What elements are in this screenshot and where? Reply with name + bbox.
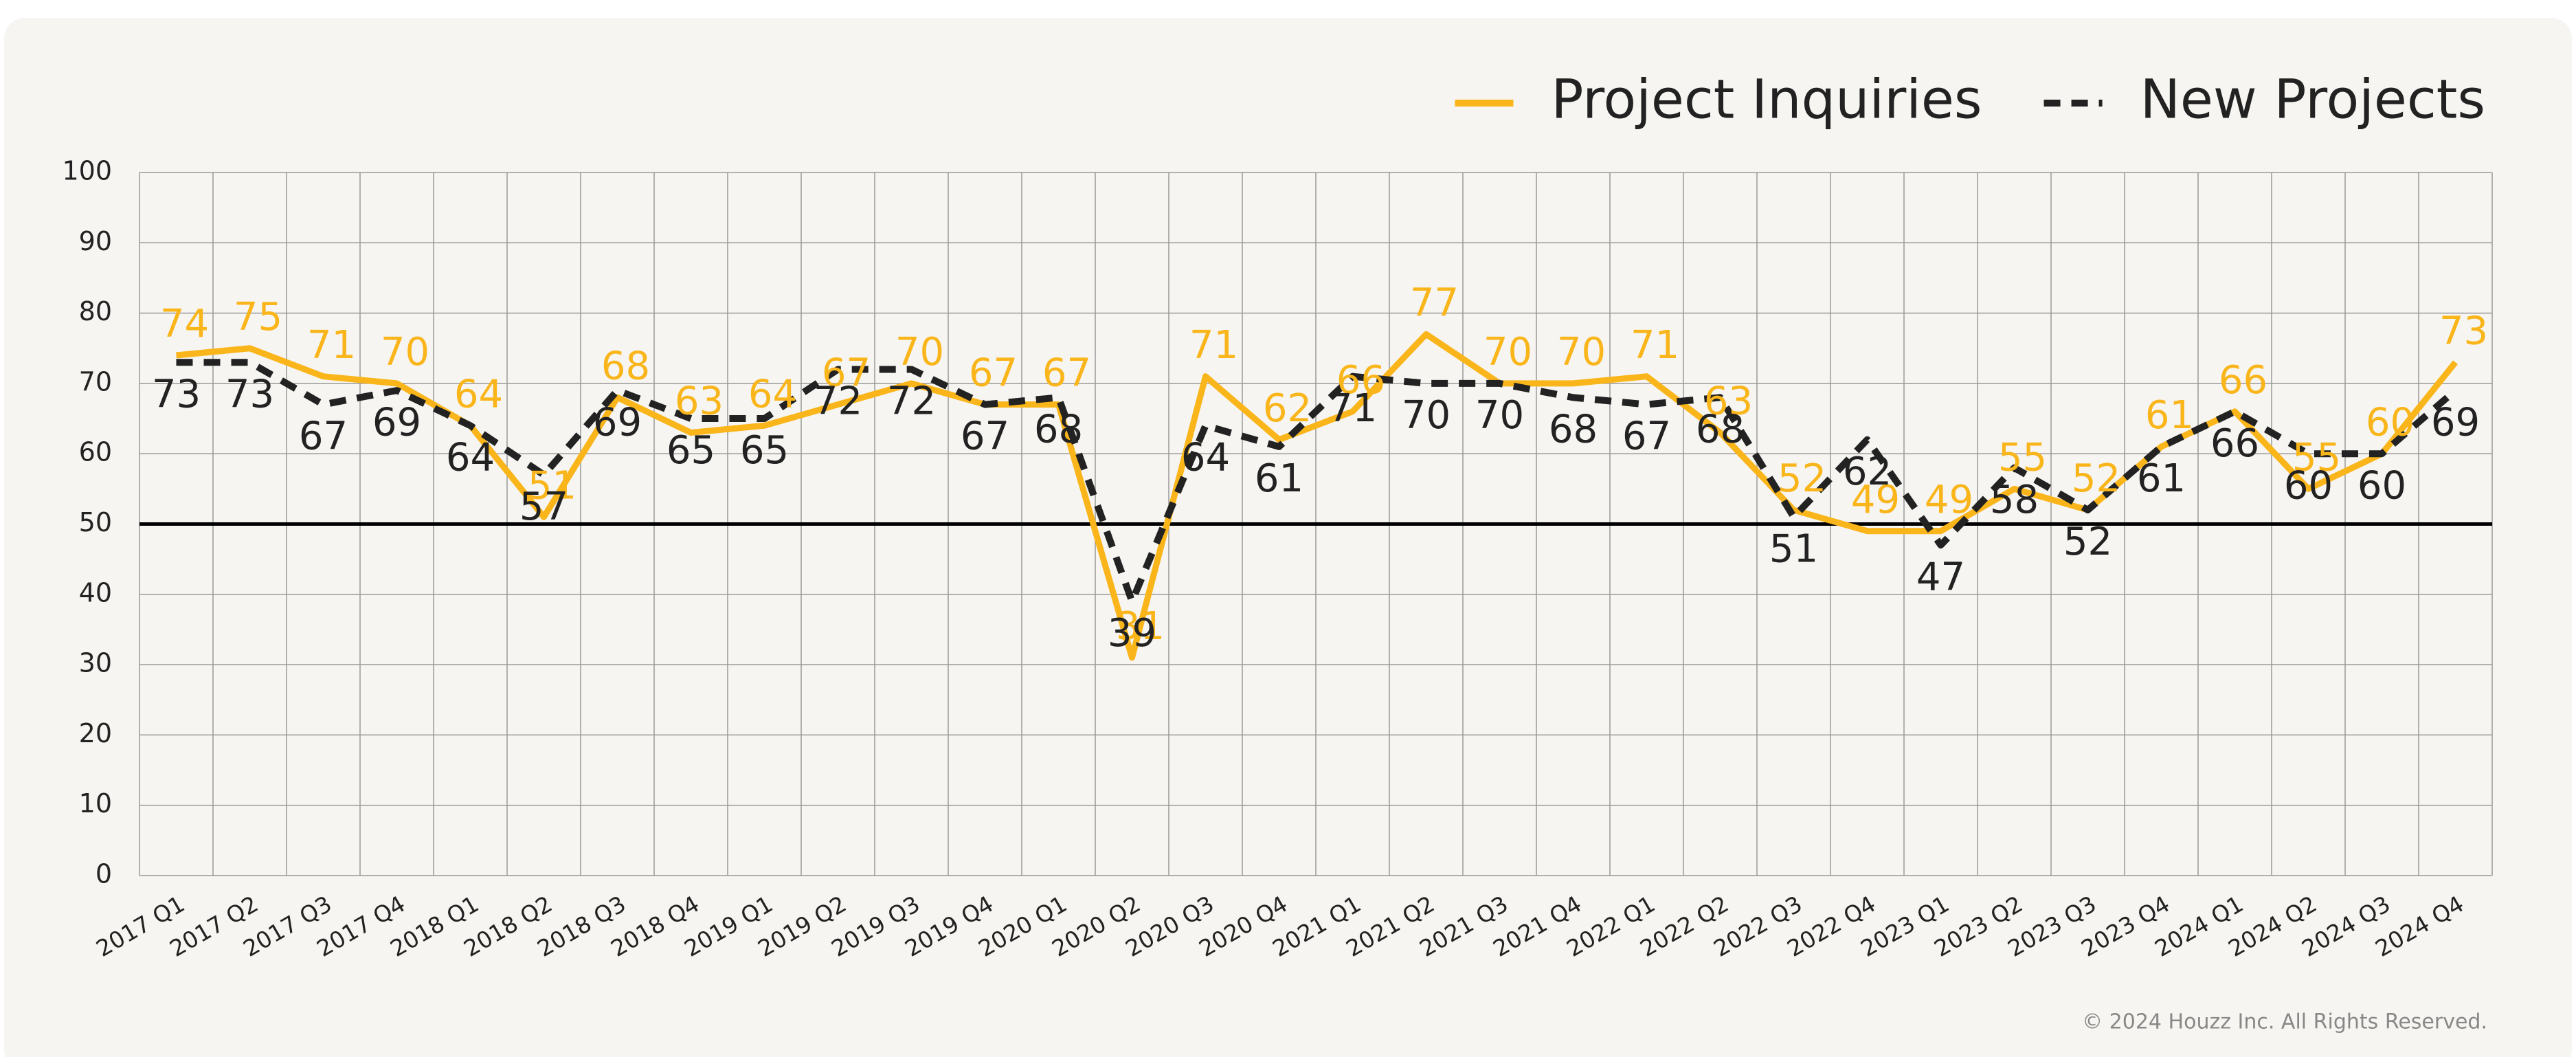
data-label: 71 [1328,386,1377,431]
y-tick-label: 20 [79,718,112,748]
data-label: 73 [225,372,274,416]
legend-label: New Projects [2140,69,2485,131]
data-label: 69 [593,400,642,445]
data-label: 67 [1042,351,1091,396]
y-tick-label: 10 [79,788,112,819]
card [4,18,2572,1057]
data-label: 68 [1549,408,1598,452]
data-label: 55 [1998,435,2047,480]
data-label: 61 [2145,393,2194,438]
data-label: 70 [1475,393,1524,438]
data-label: 60 [2284,463,2333,508]
data-label: 75 [234,295,282,340]
y-tick-label: 50 [79,507,112,537]
data-label: 61 [1255,456,1303,501]
data-label: 47 [1916,555,1965,599]
data-label: 62 [1843,449,1892,494]
data-label: 58 [1990,478,2039,522]
data-label: 64 [446,435,495,480]
data-label: 49 [1925,478,1973,522]
data-label: 57 [519,485,568,529]
data-label: 73 [2439,309,2488,353]
data-label: 65 [667,428,715,473]
y-tick-label: 100 [62,156,112,186]
data-label: 64 [454,372,503,416]
data-label: 67 [1622,414,1671,459]
data-label: 62 [1263,386,1312,431]
data-label: 52 [2063,520,2112,564]
data-label: 66 [2210,421,2259,466]
data-label: 68 [1696,408,1745,452]
data-label: 51 [1769,526,1818,571]
data-label: 70 [381,330,429,375]
data-label: 51 [528,463,576,508]
data-label: 73 [152,372,201,416]
legend-label: Project Inquiries [1551,69,1982,131]
data-label: 70 [895,330,944,375]
data-label: 31 [1116,604,1165,649]
data-label: 66 [1336,358,1385,403]
data-label: 52 [1778,456,1826,501]
data-label: 64 [1181,435,1230,480]
footnote: © 2024 Houzz Inc. All Rights Reserved. [2082,1010,2487,1034]
data-label: 55 [2292,435,2341,480]
data-label: 49 [1851,478,1900,522]
data-label: 72 [814,379,862,424]
data-label: 67 [961,414,1009,459]
data-label: 66 [2219,358,2267,403]
line-series [176,331,2459,661]
data-label: 67 [969,351,1018,396]
data-label: 70 [1402,393,1451,438]
data-label: 72 [887,379,936,424]
y-tick-label: 40 [79,577,112,608]
data-label: 69 [372,400,421,445]
data-label: 60 [2366,400,2415,445]
data-label: 39 [1108,611,1156,656]
y-tick-label: 60 [79,437,112,467]
data-label: 70 [1483,330,1532,375]
y-tick-label: 30 [79,648,112,678]
data-label: 67 [299,414,348,459]
data-label: 52 [2072,456,2120,501]
data-label: 77 [1410,280,1459,325]
data-label: 61 [2137,456,2186,501]
data-label: 63 [1704,379,1753,424]
y-tick-label: 90 [79,226,112,256]
data-label: 71 [1189,323,1238,368]
data-label: 74 [160,302,209,346]
y-tick-label: 80 [79,296,112,326]
data-label: 71 [1631,323,1679,368]
data-label: 63 [675,379,724,424]
data-label: 68 [601,344,650,389]
data-label: 68 [1034,408,1083,452]
data-label: 65 [740,428,789,473]
data-label: 64 [748,372,797,416]
data-label: 60 [2357,463,2406,508]
y-tick-label: 70 [79,366,112,397]
line-series [176,359,2458,605]
data-label: 71 [307,323,356,368]
data-label: 67 [822,351,871,396]
data-label: 69 [2431,400,2480,445]
data-label: 70 [1557,330,1606,375]
y-tick-label: 0 [96,859,112,889]
